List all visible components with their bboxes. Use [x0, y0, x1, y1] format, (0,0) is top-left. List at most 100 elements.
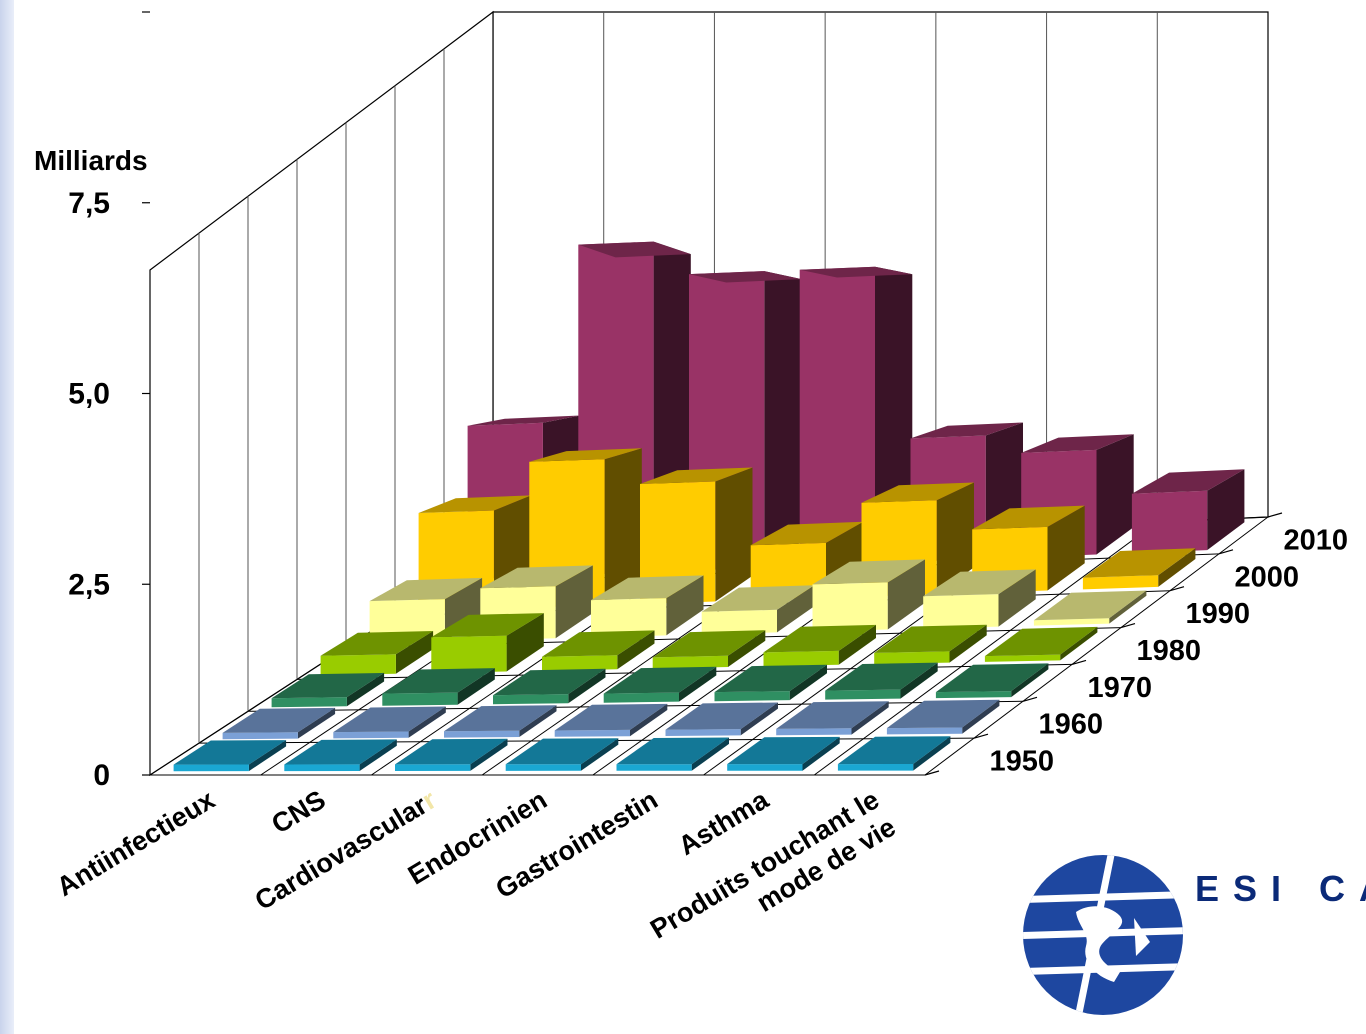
bar-front: [640, 481, 716, 604]
bar-front: [616, 764, 692, 771]
bar-top: [431, 613, 544, 638]
bar-front: [493, 694, 569, 705]
bar-1970-3: [493, 668, 606, 705]
bar-top: [1082, 548, 1196, 578]
bar-top: [665, 702, 778, 730]
bar-top: [542, 630, 655, 657]
chart-bars: [173, 241, 1245, 772]
bar-1960-1: [222, 707, 336, 740]
bar-front: [395, 764, 471, 771]
category-label: Produits touchant lemode de vie: [645, 784, 901, 972]
bar-1950-2: [284, 739, 397, 772]
bar-top: [799, 266, 913, 278]
bar-1960-6: [776, 701, 889, 736]
bar-top: [333, 706, 446, 733]
bar-side: [555, 565, 593, 639]
bar-top: [554, 703, 668, 731]
bar-side: [1109, 590, 1147, 624]
bar-1970-4: [603, 666, 717, 703]
bar-2000-3: [640, 467, 753, 604]
bar-front: [603, 692, 679, 703]
bar-top: [701, 585, 815, 612]
bar-side: [568, 668, 606, 704]
bar-top: [418, 495, 532, 513]
series-label: 1960: [1039, 709, 1104, 741]
bar-side: [581, 738, 619, 771]
bar-top: [874, 624, 987, 653]
bar-1980-5: [763, 624, 876, 667]
bar-front: [1033, 618, 1110, 626]
bar-side: [998, 569, 1036, 627]
depth-tick-mark: [1267, 512, 1283, 518]
bar-1960-5: [665, 702, 778, 736]
series-label: 2000: [1235, 561, 1300, 593]
bar-top: [714, 664, 827, 693]
bar-1980-6: [874, 624, 987, 665]
bar-front: [320, 654, 396, 676]
bar-top: [529, 448, 642, 462]
bar-top: [837, 736, 951, 765]
bar-top: [640, 467, 753, 484]
bar-front: [333, 731, 409, 739]
y-tick-label: 0: [93, 759, 110, 792]
bar-1960-3: [444, 705, 557, 738]
bar-side: [728, 630, 766, 667]
bar-side: [457, 668, 495, 705]
bar-1960-4: [554, 703, 668, 737]
bar-side: [913, 736, 951, 771]
bar-1950-5: [616, 737, 729, 771]
depth-tick-mark: [1022, 696, 1038, 702]
bar-top: [603, 666, 717, 694]
bar-side: [802, 736, 840, 771]
bar-top: [369, 577, 483, 602]
bar-1950-6: [727, 736, 840, 771]
bar-top: [923, 569, 1036, 597]
bar-front: [444, 730, 520, 738]
bar-top: [1021, 434, 1134, 453]
bar-top: [493, 668, 606, 696]
bar-top: [616, 737, 729, 765]
depth-tick-mark: [1218, 549, 1234, 555]
bar-top: [1131, 469, 1245, 494]
bar-top: [480, 565, 593, 589]
series-1960: [222, 699, 1000, 740]
bar-front: [382, 692, 458, 706]
bar-top: [935, 663, 1049, 693]
bar-side: [1011, 663, 1049, 698]
bar-top: [591, 575, 704, 601]
bar-front: [812, 582, 888, 632]
globe-meridians: [1023, 855, 1183, 1015]
bar-side: [715, 467, 753, 602]
bar-front: [173, 764, 249, 772]
bar-front: [984, 654, 1061, 662]
series-label: 1990: [1186, 598, 1251, 630]
bar-1980-4: [652, 630, 766, 669]
bar-top: [689, 271, 802, 283]
bar-1970-7: [935, 663, 1049, 699]
bar-1970-6: [825, 662, 938, 700]
bar-top: [750, 521, 864, 546]
depth-tick-mark: [1071, 659, 1087, 666]
bar-1990-6: [923, 569, 1036, 629]
bar-1990-4: [701, 585, 815, 635]
bar-front: [701, 609, 777, 635]
bar-side: [297, 707, 336, 739]
y-tick-label: 5,0: [68, 378, 110, 411]
bar-side: [962, 699, 1000, 734]
bar-front: [1082, 575, 1159, 590]
series-label: 2010: [1284, 524, 1349, 556]
bar-side: [679, 666, 717, 702]
bar-side: [777, 585, 815, 633]
bar-top: [271, 672, 385, 699]
depth-tick-mark: [1169, 586, 1185, 592]
bar-side: [851, 701, 889, 735]
bar-top: [825, 662, 938, 691]
bar-top: [1033, 590, 1147, 621]
bar-2010-7: [1131, 469, 1245, 554]
bar-front: [652, 655, 728, 669]
bar-1970-2: [382, 668, 495, 706]
bar-1950-1: [173, 740, 287, 772]
bar-top: [222, 707, 336, 733]
bar-1960-7: [886, 699, 1000, 735]
category-label: Antiinfectieux: [52, 784, 220, 902]
